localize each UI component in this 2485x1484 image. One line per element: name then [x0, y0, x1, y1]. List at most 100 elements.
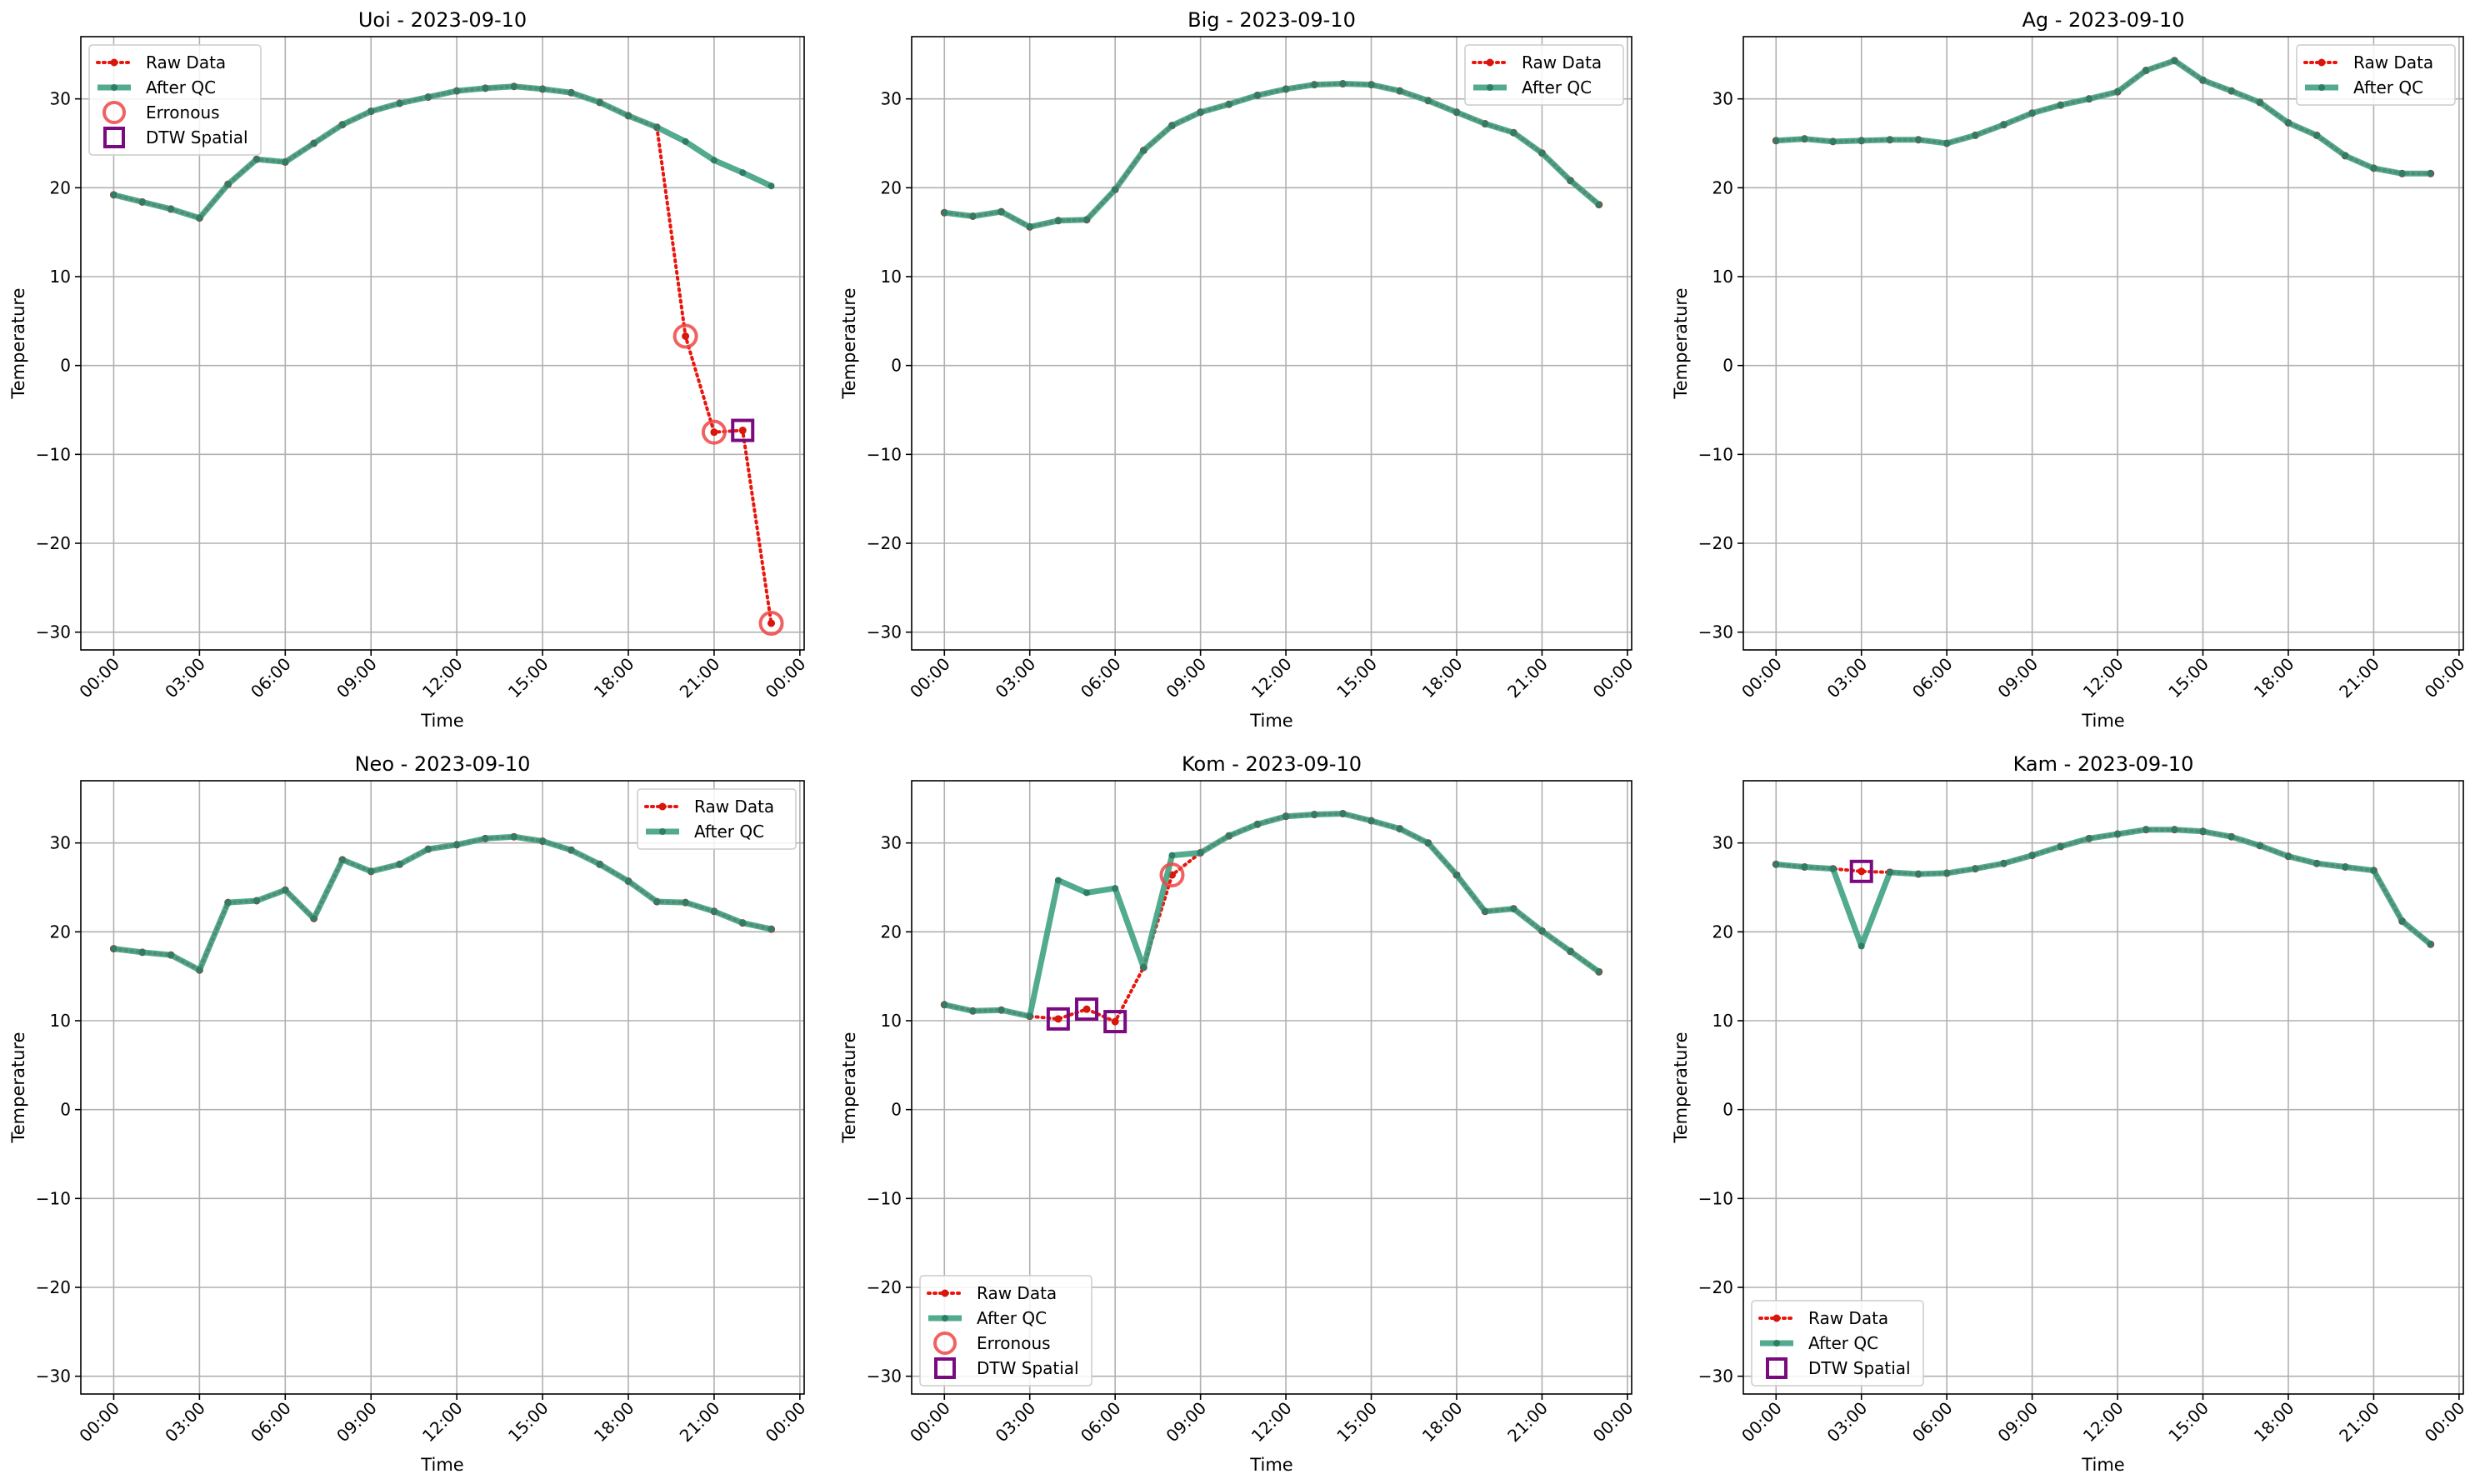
dtw-spatial-marker: [1046, 1007, 1070, 1031]
after-qc-point: [1915, 871, 1922, 877]
y-tick-label: 20: [1712, 922, 1733, 942]
legend-label: Raw Data: [2353, 52, 2433, 72]
legend-raw-marker: [110, 58, 118, 67]
after-qc-point: [2171, 826, 2178, 833]
after-qc-point: [396, 100, 403, 107]
legend: Raw Data After QC: [2296, 44, 2456, 106]
x-axis-label: Time: [2081, 1455, 2124, 1475]
after-qc-point: [941, 1001, 948, 1008]
after-qc-point: [2114, 831, 2122, 837]
after-qc-point: [2199, 827, 2207, 835]
after-qc-point: [2370, 867, 2378, 874]
x-tick-label: 03:00: [161, 654, 209, 702]
after-qc-point: [539, 85, 547, 92]
after-qc-point: [368, 107, 375, 115]
chart-title: Ag - 2023-09-10: [2022, 8, 2184, 32]
legend-raw-marker: [658, 802, 667, 811]
legend: Raw Data After QC: [1464, 44, 1624, 106]
after-qc-point: [510, 82, 518, 90]
plot-area: [1743, 37, 2463, 650]
y-tick-label: −30: [36, 1367, 71, 1387]
y-tick-label: −10: [867, 1188, 902, 1208]
after-qc-point: [368, 867, 375, 875]
after-qc-point: [1197, 849, 1204, 857]
legend-erroneous-marker: [102, 101, 126, 124]
x-tick-label: 00:00: [1589, 1398, 1638, 1447]
after-qc-point: [252, 897, 260, 904]
axes-frame: [1742, 36, 2464, 651]
legend-erroneous-marker: [933, 1332, 957, 1355]
legend: Raw Data After QC Erronous DTW Spatial: [88, 44, 262, 156]
after-qc-point: [1538, 927, 1546, 935]
y-tick-label: −10: [36, 444, 71, 464]
x-tick-label: 06:00: [247, 1398, 295, 1447]
y-tick-label: −20: [36, 1277, 71, 1297]
legend-label: After QC: [977, 1308, 1047, 1328]
legend: Raw Data After QC Erronous DTW Spatial: [919, 1275, 1092, 1387]
x-tick-label: 03:00: [1823, 1398, 1872, 1447]
after-qc-point: [2228, 87, 2235, 95]
x-tick-label: 00:00: [906, 654, 954, 702]
after-qc-point: [482, 84, 489, 92]
after-qc-point: [1112, 885, 1119, 892]
x-axis-label: Time: [420, 711, 463, 731]
legend-label: After QC: [2353, 77, 2423, 97]
after-qc-point: [1482, 120, 1489, 127]
x-axis-label: Time: [420, 1455, 463, 1475]
y-axis-label: Temperature: [1671, 1032, 1691, 1143]
after-qc-point: [1510, 129, 1518, 137]
y-tick-label: 0: [60, 1100, 71, 1120]
y-tick-label: 30: [881, 833, 902, 853]
y-tick-label: −20: [1698, 533, 1733, 553]
x-tick-label: 21:00: [676, 1398, 724, 1447]
after-qc-point: [282, 887, 289, 894]
after-qc-point: [1510, 905, 1518, 912]
legend-after-qc-marker: [111, 84, 118, 91]
after-qc-point: [2342, 152, 2349, 159]
after-qc-point: [1396, 825, 1403, 832]
after-qc-point: [596, 98, 603, 106]
legend-label: Erronous: [146, 102, 220, 122]
y-tick-label: 0: [891, 1100, 902, 1120]
y-tick-label: 20: [881, 177, 902, 197]
legend-label: Raw Data: [694, 797, 774, 817]
after-qc-point: [739, 169, 747, 177]
legend-dtw-spatial-marker: [934, 1357, 956, 1379]
raw-data-point: [738, 427, 747, 435]
subplot-2: −30 −20 −10 0 10 20 30 00:00 03:00 06:00 09:00 12:0…: [839, 8, 1637, 731]
raw-data-point: [682, 332, 690, 340]
legend-label: DTW Spatial: [146, 127, 248, 147]
after-qc-point: [625, 877, 632, 885]
y-tick-label: 0: [891, 356, 902, 376]
after-qc-point: [1972, 132, 1979, 139]
x-tick-label: 00:00: [75, 654, 123, 702]
y-tick-label: 10: [1712, 1011, 1733, 1031]
after-qc-point: [2142, 67, 2150, 74]
after-qc-point: [2284, 119, 2292, 127]
after-qc-point: [453, 841, 461, 848]
plot-area: [912, 37, 1632, 650]
x-tick-label: 00:00: [1738, 654, 1786, 702]
chart-title: Neo - 2023-09-10: [355, 752, 531, 776]
y-tick-label: 20: [881, 922, 902, 942]
after-qc-point: [1567, 177, 1574, 184]
after-qc-point: [338, 856, 346, 863]
after-qc-point: [1772, 137, 1780, 144]
after-qc-point: [1801, 135, 1808, 142]
after-qc-point: [710, 907, 718, 915]
after-qc-point: [1368, 81, 1375, 88]
x-tick-label: 21:00: [1503, 654, 1552, 702]
after-qc-point: [1943, 869, 1951, 877]
after-qc-point: [998, 208, 1005, 216]
y-tick-label: 30: [50, 833, 71, 853]
x-tick-label: 18:00: [1418, 654, 1467, 702]
after-qc-point: [1538, 149, 1546, 157]
x-tick-label: 00:00: [906, 1398, 954, 1447]
after-qc-point: [625, 112, 632, 119]
after-qc-line: [113, 833, 772, 973]
x-tick-label: 09:00: [1993, 654, 2042, 702]
after-qc-point: [1915, 136, 1922, 143]
y-tick-label: 10: [50, 267, 71, 287]
x-tick-label: 06:00: [247, 654, 295, 702]
